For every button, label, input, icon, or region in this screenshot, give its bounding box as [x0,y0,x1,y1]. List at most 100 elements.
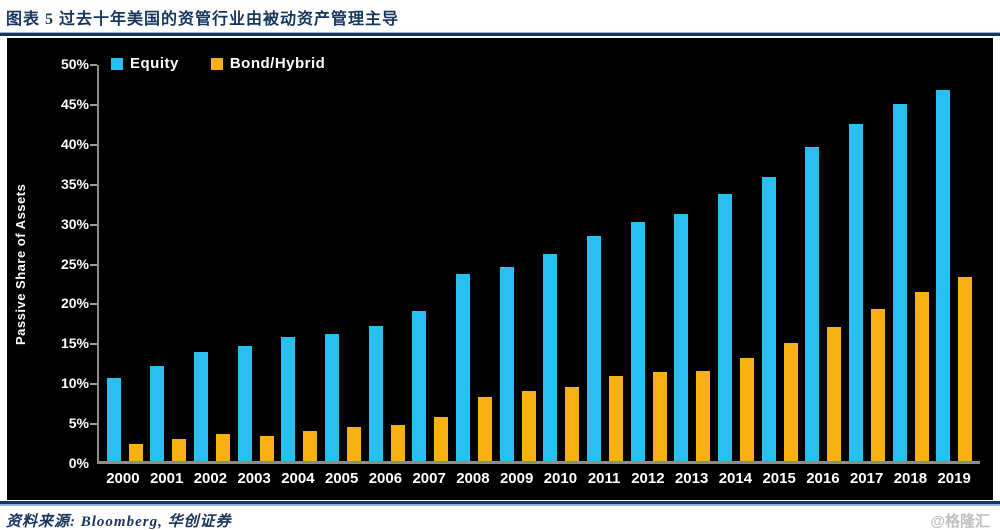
bar-bond-hybrid-2014 [740,358,755,461]
y-axis-tick-mark [90,383,97,386]
y-axis-tick-mark [90,263,97,266]
y-axis-labels: 0% 5% 10% 15% 20% 25% 30% 35% 40% 45% 50% [33,56,89,471]
y-axis-tick-mark [90,423,97,426]
bar-bond-hybrid-2002 [216,434,231,461]
bar-group-2003 [234,65,278,461]
bar-equity-2017 [848,124,863,461]
bar-equity-2011 [587,236,602,461]
x-axis-label-2014: 2014 [718,470,753,487]
bar-group-2011 [583,65,627,461]
x-axis-label-2006: 2006 [368,470,403,487]
title-divider [0,32,1000,36]
y-axis-tick-mark [90,303,97,306]
bar-group-2016 [802,65,846,461]
bar-bond-hybrid-2011 [609,376,624,461]
bar-equity-2015 [761,177,776,461]
bar-group-2000 [103,65,147,461]
bar-bond-hybrid-2019 [958,277,973,461]
bar-equity-2005 [325,333,340,461]
x-axis-label-2011: 2011 [587,470,621,487]
y-axis-tick-mark [90,143,97,146]
bar-group-2005 [321,65,365,461]
bar-equity-2000 [106,377,121,461]
legend-swatch-equity [111,57,123,70]
bar-equity-2001 [150,365,165,461]
x-axis-label-2015: 2015 [762,470,796,487]
x-axis-label-2002: 2002 [193,470,228,487]
bar-group-2012 [627,65,671,461]
bar-group-2014 [714,65,758,461]
legend: Equity Bond/Hybrid [111,55,325,72]
bar-group-2013 [671,65,715,461]
bar-equity-2018 [892,103,907,461]
bar-equity-2016 [805,146,820,461]
bar-bond-hybrid-2015 [783,343,798,461]
bar-bond-hybrid-2018 [914,291,929,461]
y-axis-tick-label: 0% [68,455,89,471]
y-axis-tick-label: 15% [60,335,89,352]
bar-bond-hybrid-2009 [521,391,536,461]
y-axis-tick-label: 10% [60,375,89,392]
x-axis-label-2007: 2007 [412,470,446,487]
bar-equity-2013 [674,213,689,461]
x-axis-label-2013: 2013 [674,470,709,487]
x-axis-label-2003: 2003 [237,470,271,487]
y-axis-tick-label: 45% [60,95,89,112]
bar-group-2017 [845,65,889,461]
y-axis-tick-label: 25% [60,255,89,272]
legend-label-equity: Equity [130,55,179,72]
bar-bond-hybrid-2017 [870,308,885,461]
x-axis-label-2009: 2009 [499,470,534,487]
bar-bond-hybrid-2007 [434,416,449,461]
bar-equity-2003 [237,346,252,461]
chart-panel: Passive Share of Assets 0% 5% 10% 15% 20% 25%… [7,38,993,500]
legend-swatch-bond-hybrid [210,57,223,70]
bar-equity-2014 [718,194,733,461]
bar-bond-hybrid-2004 [303,430,318,461]
source-text: 资料来源: Bloomberg, 华创证券 [6,514,232,530]
x-axis-label-2004: 2004 [281,470,315,487]
bar-group-2001 [147,65,191,461]
y-axis-tick-mark [90,223,97,226]
y-axis-tick-label: 50% [60,56,89,72]
x-axis-label-2005: 2005 [324,470,359,487]
legend-item-equity: Equity [111,55,179,72]
bar-equity-2002 [194,351,209,461]
bar-bond-hybrid-2001 [172,438,187,461]
plot-area [97,65,980,464]
bars-row [99,65,980,461]
bar-equity-2006 [368,325,383,461]
bar-bond-hybrid-2008 [478,396,493,461]
figure-title: 图表 5 过去十年美国的资管行业由被动资产管理主导 [6,11,400,28]
bar-group-2002 [190,65,234,461]
bar-group-2004 [278,65,322,461]
bar-equity-2008 [456,274,471,461]
x-axis-label-2017: 2017 [849,470,884,487]
bar-group-2007 [409,65,453,461]
x-axis-label-2000: 2000 [106,470,140,487]
y-axis-ticks [90,64,97,464]
bar-equity-2009 [499,266,514,461]
bar-bond-hybrid-2000 [128,443,143,461]
bar-equity-2007 [412,310,427,461]
y-axis-tick-mark [90,183,97,186]
legend-item-bond-hybrid: Bond/Hybrid [210,55,326,72]
bar-bond-hybrid-2006 [390,424,405,461]
bar-bond-hybrid-2003 [259,435,274,461]
footer: 资料来源: Bloomberg, 华创证券 @格隆汇 [0,506,1000,530]
y-axis-tick-label: 40% [60,135,89,152]
bar-group-2010 [540,65,584,461]
y-axis-tick-label: 5% [68,415,89,432]
bar-group-2008 [452,65,496,461]
bar-group-2006 [365,65,409,461]
bar-group-2018 [889,65,933,461]
y-axis-tick-mark [90,103,97,106]
x-axis-label-2018: 2018 [893,470,928,487]
x-axis-label-2012: 2012 [631,470,665,487]
x-axis-label-2019: 2019 [937,470,971,487]
bar-equity-2012 [630,221,645,461]
footer-divider [0,501,1000,506]
bar-group-2019 [932,65,976,461]
bar-bond-hybrid-2013 [696,370,711,461]
